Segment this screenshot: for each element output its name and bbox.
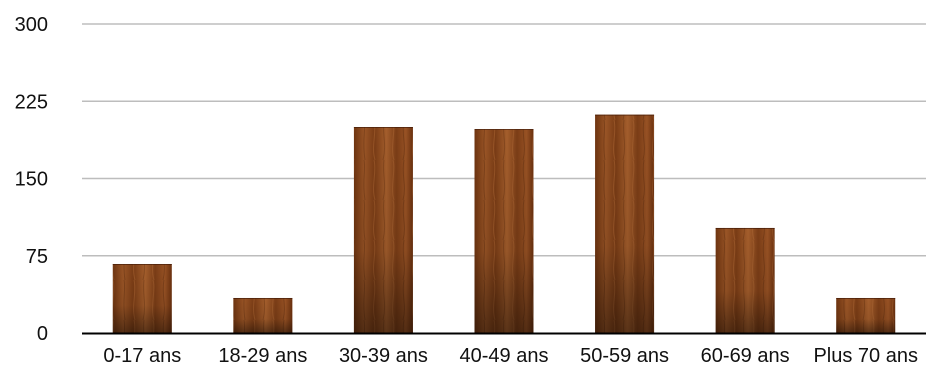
bar (836, 297, 896, 333)
x-tick-label: 18-29 ans (218, 345, 307, 367)
y-tick-label: 225 (15, 91, 48, 113)
bar (233, 297, 293, 333)
bar (595, 114, 655, 333)
x-axis-labels: 0-17 ans 18-29 ans 30-39 ans 40-49 ans 50-59… (103, 345, 918, 367)
bars (112, 114, 896, 333)
bar (715, 227, 775, 333)
y-tick-label: 300 (15, 14, 48, 36)
x-tick-label: 30-39 ans (339, 345, 428, 367)
bar (353, 127, 413, 333)
y-tick-label: 0 (37, 323, 48, 345)
x-tick-label: Plus 70 ans (813, 345, 918, 367)
x-tick-label: 50-59 ans (580, 345, 669, 367)
y-axis-ticks: 0 75 150 225 300 (15, 14, 48, 345)
bar (474, 129, 534, 333)
y-tick-label: 150 (15, 169, 48, 191)
bar (112, 263, 172, 333)
x-tick-label: 40-49 ans (460, 345, 549, 367)
y-tick-label: 75 (26, 246, 48, 268)
x-tick-label: 60-69 ans (701, 345, 790, 367)
x-tick-label: 0-17 ans (103, 345, 181, 367)
